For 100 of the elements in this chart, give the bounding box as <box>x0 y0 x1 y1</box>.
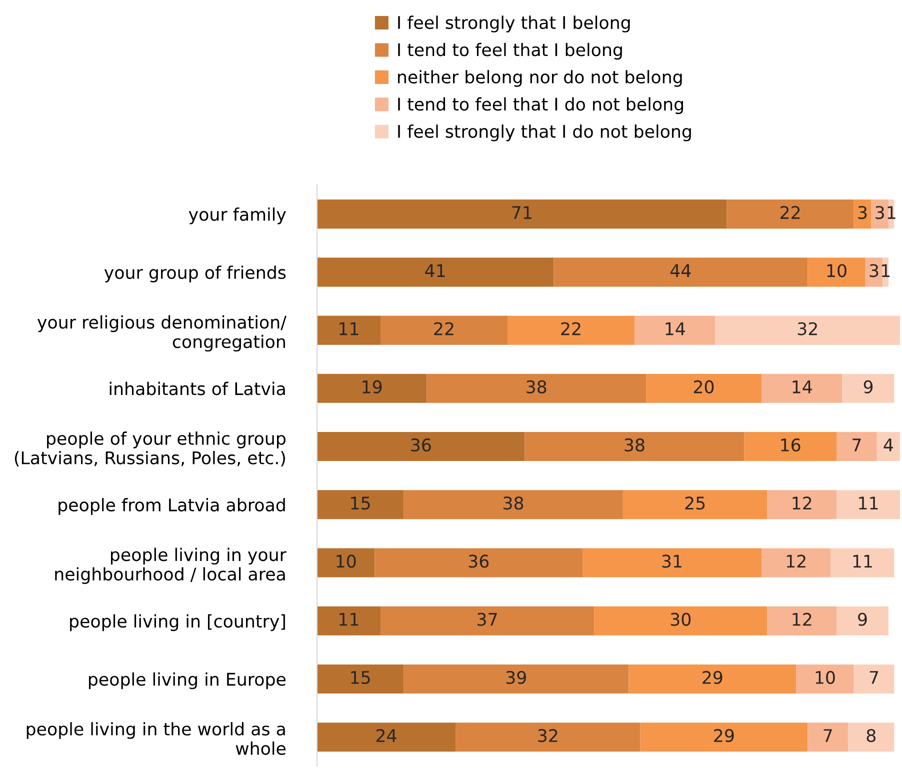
y-tick-label: people living in your neighbourhood / local area <box>55 548 286 584</box>
data-label: 9 <box>858 612 867 626</box>
bar <box>582 548 762 578</box>
data-label: 32 <box>798 322 817 336</box>
bar <box>767 606 837 636</box>
bar <box>761 548 831 578</box>
bar <box>554 258 808 287</box>
bar <box>594 606 768 636</box>
y-tick-label: people living in Europe <box>88 672 286 690</box>
bar <box>761 374 842 403</box>
bar <box>865 258 883 287</box>
data-label: 12 <box>786 554 806 568</box>
bar <box>524 432 744 462</box>
bar <box>836 432 877 462</box>
y-tick-label: people living in [country] <box>70 614 285 632</box>
bar <box>426 374 646 403</box>
bar <box>796 664 854 694</box>
data-label: 20 <box>694 380 714 394</box>
bar <box>854 664 894 694</box>
data-label: 44 <box>670 264 691 277</box>
data-label: 36 <box>411 438 431 452</box>
data-label: 1 <box>888 206 896 219</box>
bar <box>404 490 623 520</box>
data-label: 11 <box>340 322 358 336</box>
bar <box>836 490 900 520</box>
bar <box>808 258 866 287</box>
y-tick-label: people living in the world as a whole <box>26 722 286 755</box>
data-label: 4 <box>884 438 894 452</box>
bar <box>628 664 796 694</box>
data-label: 22 <box>434 322 454 336</box>
data-label: 14 <box>792 380 812 394</box>
data-label: 10 <box>816 670 835 684</box>
bar <box>317 548 375 578</box>
data-label: 7 <box>870 671 878 684</box>
y-tick-label: your group of friends <box>104 266 286 282</box>
bar <box>380 606 594 636</box>
data-label: 29 <box>714 729 734 742</box>
bar <box>715 316 900 345</box>
data-label: 22 <box>561 322 580 336</box>
data-label: 38 <box>526 380 546 394</box>
data-label: 31 <box>662 554 682 568</box>
bar <box>317 606 380 636</box>
data-label: 12 <box>792 496 812 510</box>
bar <box>871 200 888 229</box>
data-label: 9 <box>864 380 873 394</box>
bar <box>767 490 837 520</box>
data-label: 14 <box>666 322 685 336</box>
data-label: 38 <box>624 438 644 452</box>
data-label: 10 <box>827 264 846 278</box>
data-label: 7 <box>852 438 861 452</box>
bar <box>634 316 716 345</box>
data-label: 3 <box>870 264 878 278</box>
data-label: 3 <box>858 206 867 220</box>
data-label: 22 <box>780 206 800 219</box>
bar <box>808 722 848 752</box>
bar <box>854 200 872 229</box>
bar <box>622 490 768 520</box>
y-tick-label: your family <box>188 207 286 224</box>
data-label: 38 <box>504 496 524 510</box>
bar <box>317 490 404 520</box>
y-tick-label: people from Latvia abroad <box>58 498 285 515</box>
data-label: 11 <box>859 496 878 510</box>
bar <box>830 548 894 578</box>
bar <box>744 432 837 462</box>
data-label: 71 <box>512 206 532 219</box>
bar <box>317 664 404 694</box>
bar <box>404 664 629 694</box>
legend-label: I tend to feel that I do not belong <box>398 97 684 114</box>
bar <box>374 548 583 578</box>
bar <box>317 316 380 345</box>
bar <box>726 200 854 229</box>
legend-label: I feel strongly that I belong <box>398 16 630 32</box>
y-tick-label: inhabitants of Latvia <box>110 382 285 396</box>
bar <box>646 374 762 403</box>
data-label: 30 <box>670 612 691 626</box>
bar <box>836 606 888 636</box>
bar <box>507 316 634 345</box>
bar <box>317 258 554 287</box>
data-label: 41 <box>425 264 445 277</box>
y-tick-label: people of your ethnic group (Latvians, Russians, Poles, etc.) <box>14 432 286 466</box>
bar <box>640 722 808 752</box>
bar <box>842 374 894 403</box>
data-label: 37 <box>478 612 497 626</box>
data-label: 1 <box>882 264 890 277</box>
data-label: 15 <box>351 496 370 510</box>
data-label: 11 <box>853 554 872 568</box>
data-label: 32 <box>538 729 558 742</box>
data-label: 8 <box>866 729 876 742</box>
bar <box>317 200 727 229</box>
data-label: 24 <box>376 729 396 742</box>
data-label: 36 <box>468 554 489 568</box>
legend-label: I tend to feel that I belong <box>398 42 622 60</box>
bar <box>456 722 640 752</box>
y-tick-label: your religious denomination/ congregation <box>37 315 286 352</box>
data-label: 29 <box>702 670 722 684</box>
data-label: 25 <box>685 496 705 510</box>
bar <box>317 722 456 752</box>
bar <box>317 374 427 403</box>
legend-label: I feel strongly that I do not belong <box>398 124 691 142</box>
bar <box>317 432 525 462</box>
